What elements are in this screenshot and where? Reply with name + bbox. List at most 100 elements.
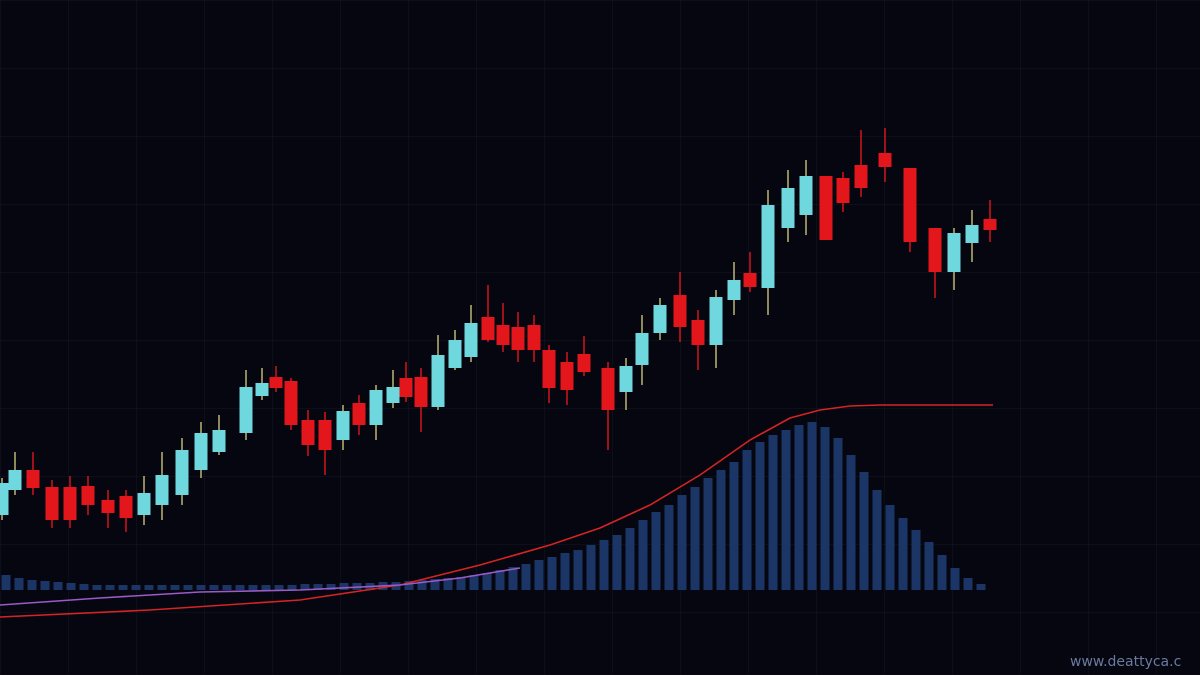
histogram-bar (417, 580, 427, 590)
histogram-bar (664, 505, 674, 590)
candle-body (635, 333, 649, 365)
histogram-bar (898, 518, 908, 590)
histogram-bar (768, 435, 778, 590)
histogram-bar (287, 585, 297, 590)
candle-body (212, 430, 226, 452)
histogram-bar (885, 505, 895, 590)
histogram-bar (872, 490, 882, 590)
candle-body (369, 390, 383, 425)
histogram-bar (677, 495, 687, 590)
candle-body (8, 470, 22, 490)
candle-body (481, 317, 495, 340)
watermark: www.deattyca.c (1070, 654, 1181, 670)
candle-body (653, 305, 667, 333)
histogram-bar (573, 550, 583, 590)
candle-body (336, 411, 350, 440)
candle-body (464, 323, 478, 357)
candle-body (431, 355, 445, 407)
histogram-bar (105, 585, 115, 590)
candle-body (81, 486, 95, 505)
histogram-bar (612, 535, 622, 590)
histogram-bar (833, 438, 843, 590)
histogram-bar (560, 553, 570, 590)
candle-body (511, 327, 525, 350)
histogram-bar (950, 568, 960, 590)
histogram-bar (53, 582, 63, 590)
histogram-bar (339, 583, 349, 590)
histogram-bar (469, 575, 479, 590)
histogram-bar (326, 584, 336, 590)
candle-body (175, 450, 189, 495)
histogram-bar (14, 578, 24, 590)
histogram-bar (755, 442, 765, 590)
candle-body (799, 176, 813, 215)
candle-body (119, 496, 133, 518)
histogram-bar (456, 577, 466, 590)
histogram-bar (313, 584, 323, 590)
histogram-bar (404, 581, 414, 590)
histogram-bar (859, 472, 869, 590)
candle-body (983, 219, 997, 230)
candle-body (352, 403, 366, 425)
histogram-bar (196, 585, 206, 590)
candle-body (601, 368, 615, 410)
histogram-bar (261, 585, 271, 590)
histogram-bar (716, 470, 726, 590)
histogram-bar (170, 585, 180, 590)
histogram-bar (183, 585, 193, 590)
candle-body (386, 387, 400, 403)
histogram-bar (638, 520, 648, 590)
histogram-bar (430, 579, 440, 590)
histogram-bar (924, 542, 934, 590)
histogram-bar (92, 585, 102, 590)
histogram-bar (118, 585, 128, 590)
candle-body (947, 233, 961, 272)
candle-body (542, 350, 556, 388)
histogram-bar (521, 564, 531, 590)
histogram-bar (235, 585, 245, 590)
indicator-line (0, 404, 993, 618)
candle-body (878, 153, 892, 167)
histogram-bar (807, 422, 817, 590)
candle-body (137, 493, 151, 515)
candle-body (414, 377, 428, 407)
histogram-bar (66, 583, 76, 590)
candle-body (155, 475, 169, 505)
histogram-bar (911, 530, 921, 590)
histogram-bar (508, 567, 518, 590)
candle-body (269, 377, 283, 388)
histogram-bar (586, 545, 596, 590)
candle-body (45, 487, 59, 520)
histogram-bar (1, 575, 11, 590)
histogram-bar (729, 462, 739, 590)
histogram-bar (209, 585, 219, 590)
candle-body (0, 483, 9, 515)
histogram-bar (547, 557, 557, 590)
histogram-bar (274, 585, 284, 590)
candle-body (448, 340, 462, 368)
candle-body (836, 178, 850, 203)
histogram-bar (599, 540, 609, 590)
candle-body (399, 378, 413, 397)
histogram-bar (846, 455, 856, 590)
candle-body (673, 295, 687, 327)
candle-body (819, 176, 833, 240)
histogram-bar (742, 450, 752, 590)
candle-body (63, 487, 77, 520)
candle-body (903, 168, 917, 242)
candle-body (577, 354, 591, 372)
histogram-bar (157, 585, 167, 590)
histogram-bar (794, 425, 804, 590)
histogram-bar (300, 584, 310, 590)
candle-body (709, 297, 723, 345)
candle-body (619, 366, 633, 392)
histogram-bar (248, 585, 258, 590)
histogram-bar (937, 555, 947, 590)
histogram-bar (443, 578, 453, 590)
histogram-bar (131, 585, 141, 590)
candle-body (527, 325, 541, 350)
candle-body (101, 500, 115, 513)
candle-body (496, 325, 510, 345)
histogram-bar (690, 487, 700, 590)
